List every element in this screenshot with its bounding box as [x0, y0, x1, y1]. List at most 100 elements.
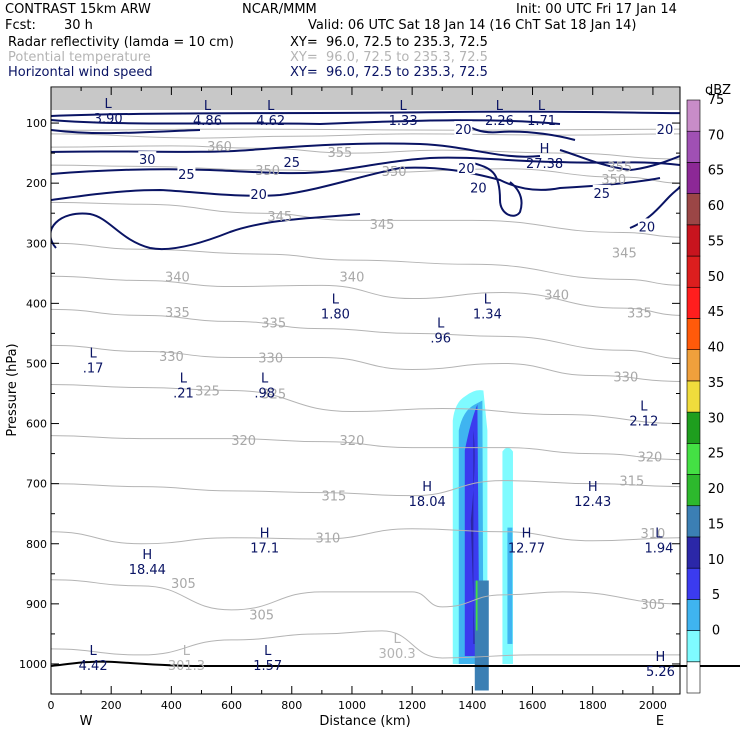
- y-tick-label-3: 400: [26, 297, 47, 310]
- colorbar-level-2: 10: [708, 553, 725, 568]
- x-tick-label-7: 1400: [458, 699, 486, 712]
- extremum-marker-0: L: [105, 97, 113, 112]
- extremum-marker-2: L: [267, 99, 275, 114]
- ground-line: [50, 660, 740, 668]
- wind-label-bg-2: [282, 154, 301, 169]
- theta-label-21: 320: [340, 434, 365, 449]
- extremum-value-9: .96: [430, 331, 451, 346]
- theta-label-7: 345: [370, 218, 395, 233]
- colorbar-level-9: 45: [708, 305, 725, 320]
- theta-label-17: 330: [613, 371, 638, 386]
- extremum-marker-18: L: [655, 527, 663, 542]
- theta-contour-6: [51, 275, 680, 316]
- theta-contour-11: [51, 480, 680, 497]
- wind-label-7: 20: [470, 181, 487, 196]
- theta-label-23: 315: [321, 490, 346, 505]
- colorbar-swatch-10: [686, 349, 701, 382]
- y-axis-label: Pressure (hPa): [5, 343, 20, 436]
- x-tick-label-5: 1000: [338, 699, 366, 712]
- theta-label-4: 350: [382, 165, 407, 180]
- theta-label-14: 335: [627, 306, 652, 321]
- theta-contour-0: [51, 128, 680, 131]
- theta-contour-8: [51, 344, 680, 382]
- y-tick-label-1: 200: [26, 177, 47, 190]
- extremum-value-12: .98: [254, 387, 275, 402]
- theta-label-16: 330: [258, 351, 283, 366]
- y-tick-label-9: 1000: [19, 658, 47, 671]
- wind-label-8: 25: [593, 187, 610, 202]
- colorbar-swatch-11: [686, 318, 701, 350]
- theta-contour-7: [51, 308, 680, 360]
- wind-label-bg-6: [457, 160, 476, 175]
- colorbar-swatch-17: [686, 130, 701, 163]
- colorbar-level-15: 75: [708, 93, 725, 108]
- extremum-value-19: 18.44: [129, 563, 166, 578]
- theta-label-22: 320: [637, 451, 662, 466]
- extremum-value-10: .17: [83, 361, 104, 376]
- theta-label-15: 330: [159, 350, 184, 365]
- theta-label-20: 320: [231, 434, 256, 449]
- theta-label-3: 350: [255, 164, 280, 179]
- theta-contour-1: [51, 133, 680, 139]
- theta-contour-12: [51, 528, 680, 545]
- field-name-theta: Potential temperature: [8, 50, 151, 65]
- refl-main-column-20dbz: [470, 430, 475, 644]
- wind-label-bg-0: [138, 151, 157, 166]
- extremum-marker-21: L: [183, 644, 191, 659]
- theta-label-12: 335: [165, 306, 190, 321]
- extremum-value-21: 301.3: [168, 659, 205, 674]
- extremum-value-16: 17.1: [250, 542, 279, 557]
- field-name-reflectivity: Radar reflectivity (lamda = 10 cm): [8, 35, 234, 50]
- theta-contour-5: [51, 242, 680, 286]
- y-tick-label-8: 900: [26, 598, 47, 611]
- theta-dense-band: [51, 88, 680, 110]
- wind-contour-1: [51, 119, 561, 126]
- colorbar-swatch-12: [686, 286, 701, 319]
- extremum-value-15: 12.43: [574, 495, 611, 510]
- colorbar-swatch-9: [686, 380, 701, 413]
- extremum-value-24: 5.26: [646, 665, 675, 680]
- org-title: NCAR/MMM: [242, 2, 317, 17]
- colorbar-swatch-16: [686, 162, 701, 194]
- y-tick-label-4: 500: [26, 357, 47, 370]
- wind-label-2: 25: [283, 156, 300, 171]
- colorbar-swatch-7: [686, 443, 701, 475]
- theta-label-27: 305: [171, 577, 196, 592]
- wind-label-bg-5: [655, 121, 674, 136]
- refl-secondary-column-10dbz: [507, 527, 513, 644]
- extremum-value-22: 1.57: [253, 659, 282, 674]
- wind-label-bg-3: [249, 185, 268, 200]
- extremum-marker-20: L: [90, 644, 98, 659]
- theta-label-13: 335: [261, 317, 286, 332]
- x-tick-label-9: 1800: [579, 699, 607, 712]
- extremum-value-7: 1.80: [321, 307, 350, 322]
- extremum-marker-6: H: [540, 142, 550, 157]
- theta-label-8: 345: [612, 246, 637, 261]
- colorbar-swatch-18: [686, 99, 701, 132]
- extremum-marker-23: L: [393, 632, 401, 647]
- colorbar-swatch-1: [686, 630, 701, 663]
- colorbar-swatch-0: [686, 661, 701, 694]
- x-tick-label-8: 1600: [519, 699, 547, 712]
- colorbar-swatch-4: [686, 536, 701, 569]
- extremum-value-17: 12.77: [508, 542, 545, 557]
- terrain-surface-line: [50, 660, 740, 668]
- init-time: Init: 00 UTC Fri 17 Jan 14: [516, 2, 677, 17]
- extremum-marker-1: L: [204, 99, 212, 114]
- wind-label-bg-1: [177, 166, 196, 181]
- colorbar-level-10: 50: [708, 270, 725, 285]
- extremum-marker-11: L: [180, 372, 188, 387]
- colorbar-swatch-2: [686, 599, 701, 631]
- theta-label-29: 305: [640, 598, 665, 613]
- extremum-value-20: 4.42: [79, 659, 108, 674]
- x-tick-label-10: 2000: [639, 699, 667, 712]
- colorbar-swatch-6: [686, 474, 701, 507]
- extremum-value-8: 1.34: [473, 307, 502, 322]
- theta-label-18: 325: [195, 385, 220, 400]
- extremum-marker-9: L: [437, 316, 445, 331]
- colorbar-units: dBZ: [705, 83, 731, 98]
- theta-contour-2: [51, 145, 680, 160]
- colorbar-level-14: 70: [708, 128, 725, 143]
- wind-contour-0: [51, 110, 680, 117]
- theta-label-1: 355: [328, 146, 353, 161]
